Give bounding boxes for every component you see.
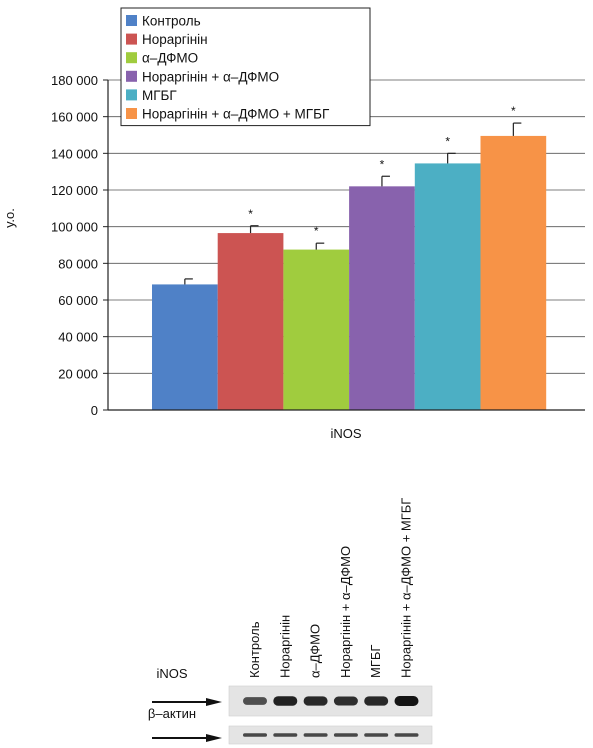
significance-marker: * xyxy=(248,207,253,221)
blot-band xyxy=(303,733,328,737)
legend-swatch xyxy=(126,89,137,101)
blot-arrow-head xyxy=(206,698,222,706)
blot-band xyxy=(243,733,267,737)
blot-lane-label: α–ДФМО xyxy=(308,624,323,678)
y-tick-label: 20 000 xyxy=(58,366,98,381)
blot-band xyxy=(364,696,389,706)
significance-marker: * xyxy=(445,134,450,148)
blot-band xyxy=(394,696,419,706)
legend-label: МГБГ xyxy=(142,88,177,103)
legend-label: α–ДФМО xyxy=(142,51,198,66)
y-tick-label: 80 000 xyxy=(58,256,98,271)
y-tick-label: 140 000 xyxy=(51,146,98,161)
western-blot-panel: Контроль Нораргінін α–ДФМО Нораргінін + α–Д… xyxy=(148,498,433,745)
bars: * * * * * xyxy=(152,104,547,410)
blot-lane-labels: Контроль Нораргінін α–ДФМО Нораргінін + α–Д… xyxy=(247,498,414,678)
bar xyxy=(349,186,415,410)
bar xyxy=(152,284,218,410)
legend-label: Нораргінін xyxy=(142,32,208,47)
blot-band xyxy=(273,733,298,737)
blot-lane-label: МГБГ xyxy=(368,645,383,678)
legend-swatch xyxy=(126,15,137,26)
legend-swatch xyxy=(126,33,137,45)
blot-band xyxy=(243,697,267,705)
blot-row-label: iNOS xyxy=(156,666,187,681)
legend-swatch xyxy=(126,108,137,119)
bar xyxy=(217,233,284,410)
significance-marker: * xyxy=(314,224,319,238)
y-tick-label: 0 xyxy=(91,403,98,418)
legend-label: Нораргінін + α–ДФМО xyxy=(142,69,279,84)
blot-band xyxy=(273,696,298,706)
y-tick-label: 60 000 xyxy=(58,293,98,308)
x-axis-label: iNOS xyxy=(330,426,361,440)
blot-lane-label: Контроль xyxy=(247,621,262,678)
blot-lane-label: Нораргінін + α–ДФМО xyxy=(338,546,353,678)
legend: Контроль Нораргінін α–ДФМО Нораргінін + α–Д… xyxy=(120,7,371,127)
blot-band xyxy=(333,733,358,737)
blot-rows: iNOS β–актин xyxy=(148,666,433,745)
blot-row-label: β–актин xyxy=(148,706,196,721)
y-axis-label: у.о. xyxy=(2,208,17,228)
blot-band xyxy=(364,733,389,737)
bar-chart: * * * * * 0 20 000 40 000 60 000 80 000 100 000 12… xyxy=(2,7,585,440)
blot-band xyxy=(394,733,419,737)
y-tick-label: 120 000 xyxy=(51,183,98,198)
blot-band xyxy=(303,696,328,706)
legend-swatch xyxy=(126,52,137,64)
y-axis-ticks: 0 20 000 40 000 60 000 80 000 100 000 120 000 1… xyxy=(51,73,108,418)
bar xyxy=(283,249,350,410)
blot-lane-label: Нораргінін + α–ДФМО + МГБГ xyxy=(399,498,414,678)
y-tick-label: 180 000 xyxy=(51,73,98,88)
blot-arrow-head xyxy=(206,734,222,742)
blot-band xyxy=(333,696,358,706)
legend-swatch xyxy=(126,70,137,82)
y-tick-label: 40 000 xyxy=(58,330,98,345)
blot-background xyxy=(228,725,433,745)
significance-marker: * xyxy=(380,157,385,171)
bar xyxy=(480,135,547,410)
legend-label: Нораргінін + α–ДФМО + МГБГ xyxy=(142,107,330,122)
legend-box xyxy=(120,7,371,127)
blot-lane-label: Нораргінін xyxy=(277,615,292,678)
y-tick-label: 160 000 xyxy=(51,110,98,125)
significance-marker: * xyxy=(511,104,516,118)
y-tick-label: 100 000 xyxy=(51,220,98,235)
legend-label: Контроль xyxy=(142,14,201,29)
bar xyxy=(414,163,481,410)
